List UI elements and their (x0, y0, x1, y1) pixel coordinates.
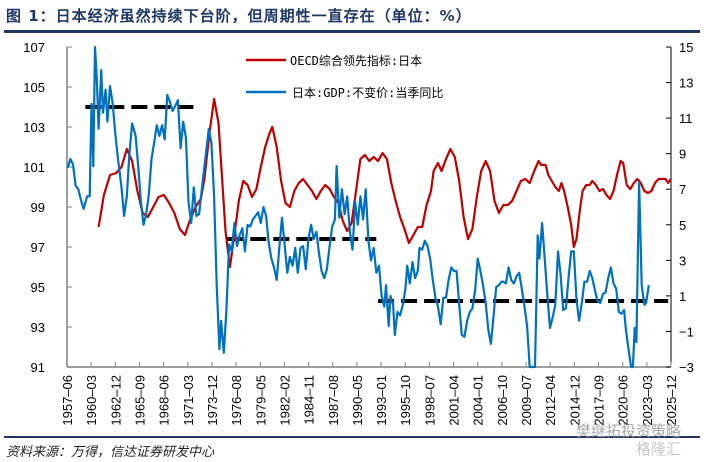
x-tick-label: 1982–02 (277, 375, 292, 426)
right-y-tick-label: 7 (679, 182, 686, 197)
left-y-tick-label: 95 (31, 280, 45, 295)
x-tick-label: 1984–11 (302, 375, 317, 425)
x-tick-label: 1998–07 (422, 375, 437, 426)
chart-title: 图 1：日本经济虽然持续下台阶，但周期性一直存在（单位：%） (6, 7, 472, 25)
left-y-tick-label: 107 (23, 40, 45, 55)
right-y-tick-label: −3 (679, 360, 694, 375)
legend: OECD综合领先指标:日本 日本:GDP:不变价:当季同比 (246, 53, 443, 100)
right-y-tick-label: 5 (679, 218, 686, 233)
source-note: 资料来源：万得，信达证券研发中心 (6, 445, 215, 460)
left-y-tick-label: 93 (31, 320, 45, 335)
x-tick-label: 2004–01 (471, 375, 486, 426)
x-tick-label: 2023–03 (640, 375, 655, 426)
x-tick-label: 1960–03 (84, 375, 99, 426)
right-y-tick-label: 15 (679, 40, 693, 55)
watermark-logo: 格隆汇 (636, 440, 682, 458)
x-tick-label: 2009–07 (519, 375, 534, 426)
right-y-tick-label: 9 (679, 147, 686, 162)
right-y-tick-label: 3 (679, 253, 686, 268)
left-y-tick-label: 91 (31, 360, 45, 375)
x-tick-label: 1995–10 (398, 375, 413, 426)
x-tick-label: 2014–12 (567, 375, 582, 426)
footer-divider (4, 436, 700, 438)
series-line-oecd (97, 97, 672, 269)
x-tick-label: 1971–03 (181, 375, 196, 426)
x-tick-label: 1990–05 (350, 375, 365, 426)
x-tick-label: 1979–05 (253, 375, 268, 426)
x-tick-label: 2020–06 (616, 375, 631, 426)
right-y-tick-label: −1 (679, 324, 694, 339)
x-tick-label: 1987–08 (326, 375, 341, 426)
x-tick-label: 1993–01 (374, 375, 389, 426)
series-line-gdp (66, 45, 650, 369)
x-tick-label: 2025–12 (664, 375, 679, 426)
left-y-tick-label: 97 (31, 240, 45, 255)
right-y-tick-label: 1 (679, 289, 686, 304)
left-y-tick-label: 101 (23, 160, 45, 175)
left-y-tick-label: 103 (23, 120, 45, 135)
legend-label-oecd: OECD综合领先指标:日本 (290, 53, 422, 68)
left-y-tick-label: 99 (31, 200, 45, 215)
x-tick-label: 1976–08 (229, 375, 244, 426)
x-tick-label: 1957–06 (60, 375, 75, 426)
x-tick-label: 1968–06 (157, 375, 172, 426)
x-tick-label: 1962–12 (108, 375, 123, 426)
x-tick-label: 2006–10 (495, 375, 510, 426)
axes: 9193959799101103105107−3−113579111315195… (23, 40, 694, 426)
series-lines (66, 45, 672, 369)
legend-label-gdp: 日本:GDP:不变价:当季同比 (292, 85, 443, 100)
x-tick-label: 2012–04 (543, 375, 558, 426)
x-tick-label: 2001–04 (447, 375, 462, 426)
right-y-tick-label: 13 (679, 76, 693, 91)
x-tick-label: 1973–12 (205, 375, 220, 426)
x-tick-label: 1965–09 (132, 375, 147, 426)
left-y-tick-label: 105 (23, 80, 45, 95)
x-tick-label: 2017–09 (592, 375, 607, 426)
watermark-text: 樊继拓投资策略 (576, 422, 682, 440)
right-y-tick-label: 11 (679, 111, 693, 126)
title-divider (4, 30, 700, 33)
